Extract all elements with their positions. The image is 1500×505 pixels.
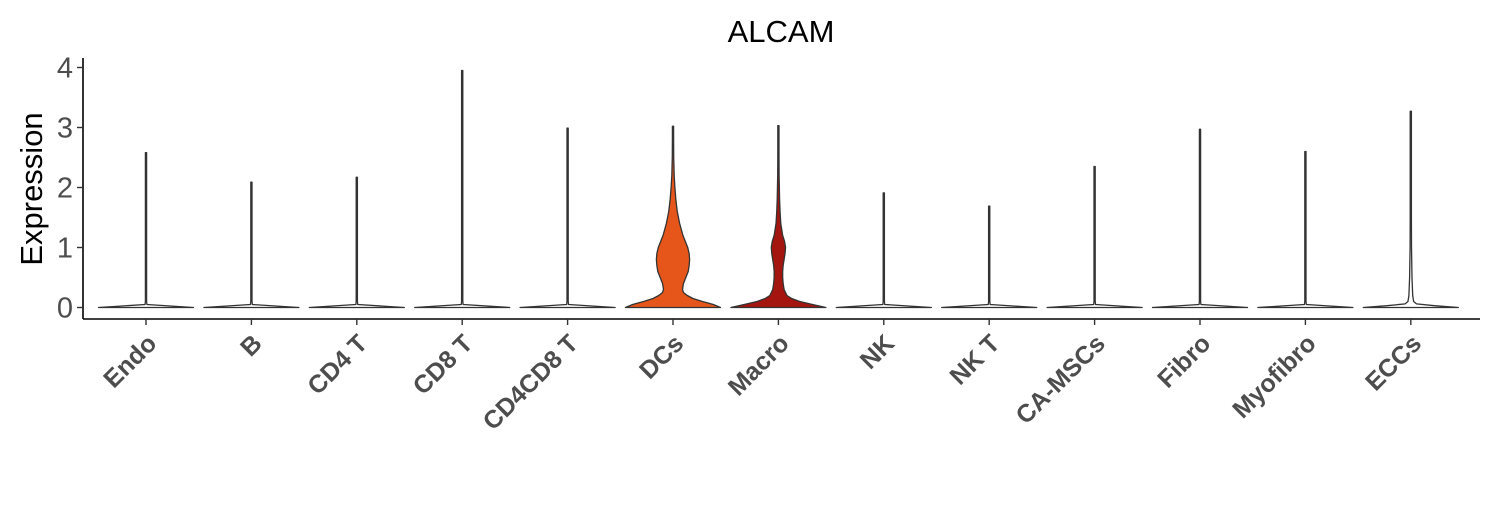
x-tick-label: B: [235, 329, 268, 362]
violin-dcs: [624, 125, 722, 309]
x-tick-label: CD4CD8 T: [478, 329, 584, 435]
violin-macro: [730, 125, 827, 309]
plot-area: 0 1 2 3 4 Endo B CD4 T CD8 T CD4CD8 T DCs Macro NK NK…: [57, 53, 1480, 436]
y-tick-label: 4: [57, 53, 73, 85]
violin-b: [203, 181, 300, 309]
violin-eccs: [1362, 110, 1459, 309]
x-tick-label: CA-MSCs: [1010, 329, 1110, 429]
x-tick-label: Myofibro: [1227, 329, 1321, 423]
violin-endo: [97, 152, 195, 309]
x-tick-label: Fibro: [1152, 329, 1216, 393]
x-tick-label: CD8 T: [408, 329, 479, 400]
violin-nk-t: [941, 205, 1038, 309]
x-tick-label: DCs: [634, 329, 689, 384]
violin-cd4cd8-t: [519, 127, 616, 309]
x-tick-label: Macro: [723, 329, 795, 401]
x-tick-label: ECCs: [1360, 329, 1427, 396]
y-tick-label: 2: [57, 173, 73, 205]
x-tick-label: Endo: [98, 329, 162, 393]
chart-title: ALCAM: [728, 14, 835, 49]
y-tick-label: 0: [57, 293, 73, 325]
y-tick-label: 3: [57, 113, 73, 145]
violin-cd8-t: [414, 69, 511, 309]
x-tick-label: CD4 T: [302, 329, 373, 400]
violin-myofibro: [1257, 150, 1354, 309]
violin-nk: [835, 192, 932, 309]
x-tick-label: NK T: [944, 329, 1005, 390]
violin-fibro: [1151, 128, 1249, 309]
violin-cd4-t: [308, 176, 405, 309]
violin-ca-mscs: [1046, 165, 1143, 309]
x-tick-label: NK: [855, 329, 900, 374]
y-tick-label: 1: [57, 233, 73, 265]
y-axis-label: Expression: [14, 112, 49, 265]
